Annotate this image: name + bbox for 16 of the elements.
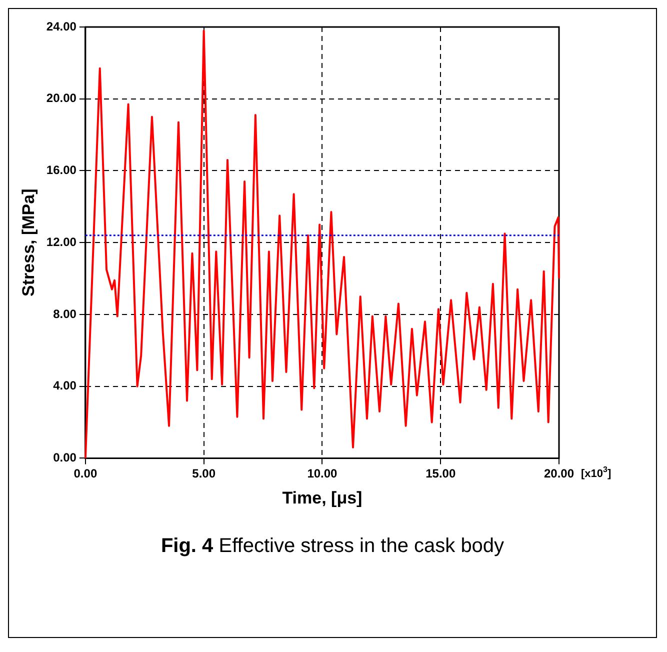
- x-tick-label: 10.00: [307, 466, 338, 481]
- text: Effective stress in the cask body: [218, 535, 504, 557]
- y-tick-label: 0.00: [53, 450, 77, 465]
- y-tick-label: 24.00: [46, 19, 77, 34]
- x-tick-label: 15.00: [426, 466, 456, 481]
- y-tick-label: 4.00: [53, 378, 77, 393]
- y-tick-label: 8.00: [53, 306, 77, 321]
- x-tick-label: 20.00: [544, 466, 574, 481]
- y-axis-title: Stress, [MPa]: [18, 188, 38, 296]
- x-tick-label: 0.00: [74, 466, 98, 481]
- y-tick-label: 20.00: [46, 91, 77, 106]
- caption: Fig. 4: [160, 535, 214, 557]
- y-tick-label: 16.00: [46, 163, 77, 178]
- x-tick-label: 5.00: [192, 466, 216, 481]
- y-tick-label: 12.00: [46, 234, 77, 249]
- x-axis-title: Time, [μs]: [282, 488, 362, 508]
